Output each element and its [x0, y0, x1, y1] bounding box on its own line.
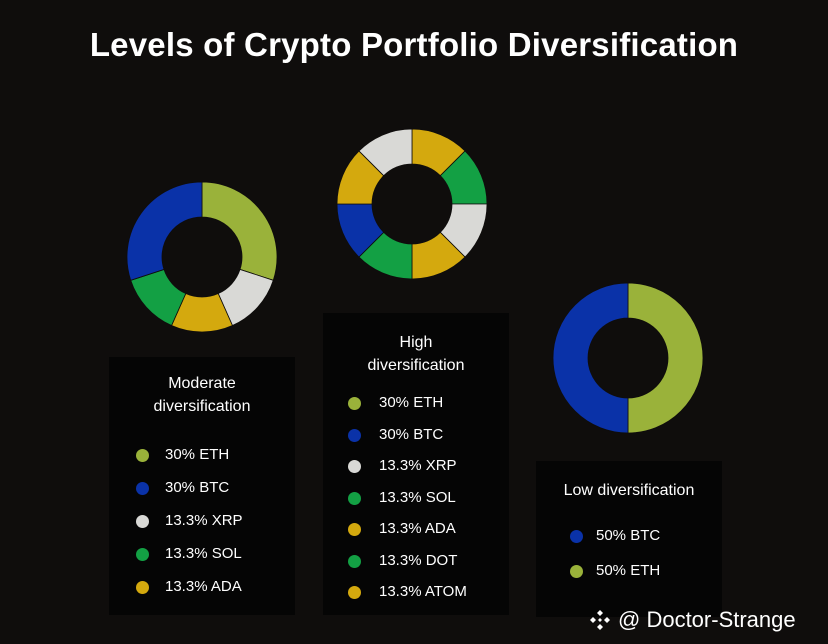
low-panel-title: Low diversification — [536, 479, 722, 502]
low-legend-label: 50% BTC — [596, 527, 661, 544]
moderate-legend-dot — [136, 482, 149, 495]
moderate-legend-dot — [136, 548, 149, 561]
high-legend-label: 13.3% XRP — [379, 457, 457, 474]
low-legend-item: 50% ETH — [536, 561, 722, 581]
binance-diamond-icon — [590, 610, 610, 630]
moderate-slice-btc — [126, 181, 203, 281]
high-legend-item: 13.3% XRP — [323, 456, 509, 476]
moderate-legend-dot — [136, 449, 149, 462]
moderate-legend-label: 13.3% XRP — [165, 512, 243, 529]
moderate-donut-chart — [126, 181, 278, 333]
high-legend-item: 13.3% SOL — [323, 488, 509, 508]
high-legend-item: 13.3% ATOM — [323, 582, 509, 602]
high-legend-item: 13.3% ADA — [323, 519, 509, 539]
moderate-panel-title: Moderate diversification — [109, 372, 295, 418]
low-legend-label: 50% ETH — [596, 562, 661, 579]
low-legend-dot — [570, 565, 583, 578]
high-legend-label: 13.3% ADA — [379, 520, 456, 537]
moderate-legend-label: 13.3% SOL — [165, 545, 242, 562]
high-legend-dot — [348, 460, 361, 473]
high-slice-xrp — [358, 128, 413, 177]
moderate-legend-dot — [136, 581, 149, 594]
high-legend-label: 13.3% SOL — [379, 488, 456, 506]
moderate-legend-item: 30% BTC — [109, 478, 295, 498]
moderate-legend-item: 13.3% ADA — [109, 577, 295, 597]
low-title-line1: Low diversification — [563, 482, 695, 499]
high-legend-label: 30% BTC — [379, 425, 444, 443]
low-legend: 50% BTC 50% ETH — [536, 461, 722, 617]
watermark-text: @ Doctor-Strange — [618, 607, 796, 632]
moderate-legend-item: 13.3% XRP — [109, 511, 295, 531]
high-legend-dot — [348, 586, 361, 599]
moderate-legend-item: 30% ETH — [109, 445, 295, 465]
high-legend-label: 13.3% DOT — [379, 551, 458, 569]
high-title-line2: diversification — [367, 357, 465, 374]
high-legend-dot — [348, 397, 361, 410]
high-legend-dot — [348, 523, 361, 536]
high-legend-dot — [348, 428, 361, 442]
low-legend-dot — [570, 530, 583, 543]
moderate-title-line1: Moderate — [168, 375, 236, 392]
low-legend-panel: Low diversification 50% BTC 50% ETH — [536, 461, 722, 617]
moderate-legend: 30% ETH 30% BTC 13.3% XRP 13.3% SOL 13.3% AD… — [109, 357, 295, 615]
high-legend-label: 30% ETH — [379, 394, 444, 411]
moderate-legend-panel: Moderate diversification 30% ETH 30% BTC 1… — [109, 357, 295, 615]
page-title: Levels of Crypto Portfolio Diversificati… — [89, 26, 739, 63]
high-legend-dot — [348, 491, 361, 505]
moderate-title-line2: diversification — [153, 398, 251, 415]
low-slice-eth — [627, 282, 704, 434]
moderate-legend-item: 13.3% SOL — [109, 544, 295, 564]
moderate-legend-label: 30% BTC — [165, 479, 230, 496]
high-legend-item: 30% ETH — [323, 393, 509, 413]
moderate-legend-label: 30% ETH — [165, 446, 230, 463]
high-panel-title: High diversification — [323, 331, 509, 377]
high-legend-panel: High diversification 30% ETH 30% BTC 13.3%… — [323, 313, 509, 615]
high-legend-label: 13.3% ATOM — [379, 583, 467, 600]
moderate-slice-eth — [201, 181, 278, 281]
low-donut-chart — [552, 282, 704, 434]
low-slice-btc — [552, 282, 629, 434]
high-legend-dot — [348, 554, 361, 568]
moderate-legend-label: 13.3% ADA — [165, 578, 242, 595]
high-legend: 30% ETH 30% BTC 13.3% XRP 13.3% SOL 13.3% AD… — [323, 313, 509, 615]
low-legend-item: 50% BTC — [536, 526, 722, 546]
high-legend-item: 30% BTC — [323, 425, 509, 445]
high-legend-item: 13.3% DOT — [323, 551, 509, 571]
high-donut-chart — [336, 128, 488, 280]
moderate-legend-dot — [136, 515, 149, 528]
high-title-line1: High — [399, 334, 433, 351]
